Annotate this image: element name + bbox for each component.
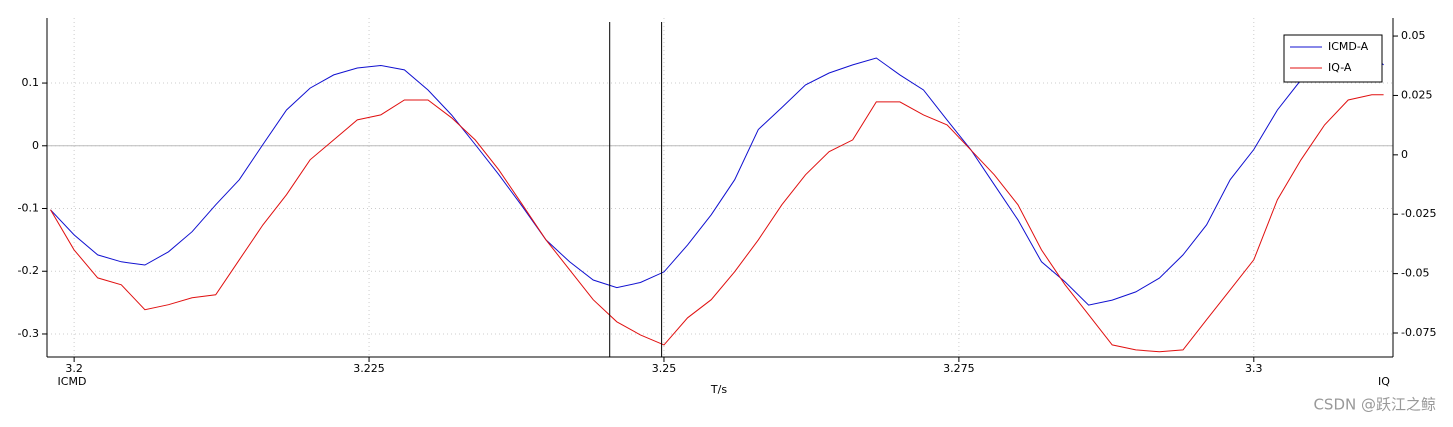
y2-tick-label: 0.025 (1401, 88, 1433, 101)
legend-label: IQ-A (1328, 61, 1352, 74)
series-line (50, 49, 1384, 306)
x-tick-label: 3.225 (353, 362, 385, 375)
y-axis-label: ICMD (58, 375, 87, 388)
y2-tick-label: 0 (1401, 148, 1408, 161)
series-line (50, 94, 1384, 353)
y-tick-label: 0.1 (22, 76, 40, 89)
y-tick-label: -0.3 (18, 327, 39, 340)
y2-tick-label: -0.05 (1401, 267, 1429, 280)
y2-axis-label: IQ (1378, 375, 1390, 388)
legend-label: ICMD-A (1328, 40, 1369, 53)
y2-tick-label: -0.025 (1401, 207, 1436, 220)
x-tick-label: 3.2 (65, 362, 83, 375)
y-tick-label: -0.1 (18, 202, 39, 215)
y-tick-label: -0.2 (18, 264, 39, 277)
y2-tick-label: -0.075 (1401, 326, 1436, 339)
x-tick-label: 3.25 (652, 362, 677, 375)
y2-tick-label: 0.05 (1401, 29, 1426, 42)
x-tick-label: 3.275 (943, 362, 975, 375)
y-tick-label: 0 (32, 139, 39, 152)
x-axis-label: T/s (710, 383, 727, 396)
legend-box (1283, 34, 1383, 83)
x-tick-label: 3.3 (1245, 362, 1263, 375)
watermark: CSDN @跃江之鲸 (1313, 396, 1436, 414)
